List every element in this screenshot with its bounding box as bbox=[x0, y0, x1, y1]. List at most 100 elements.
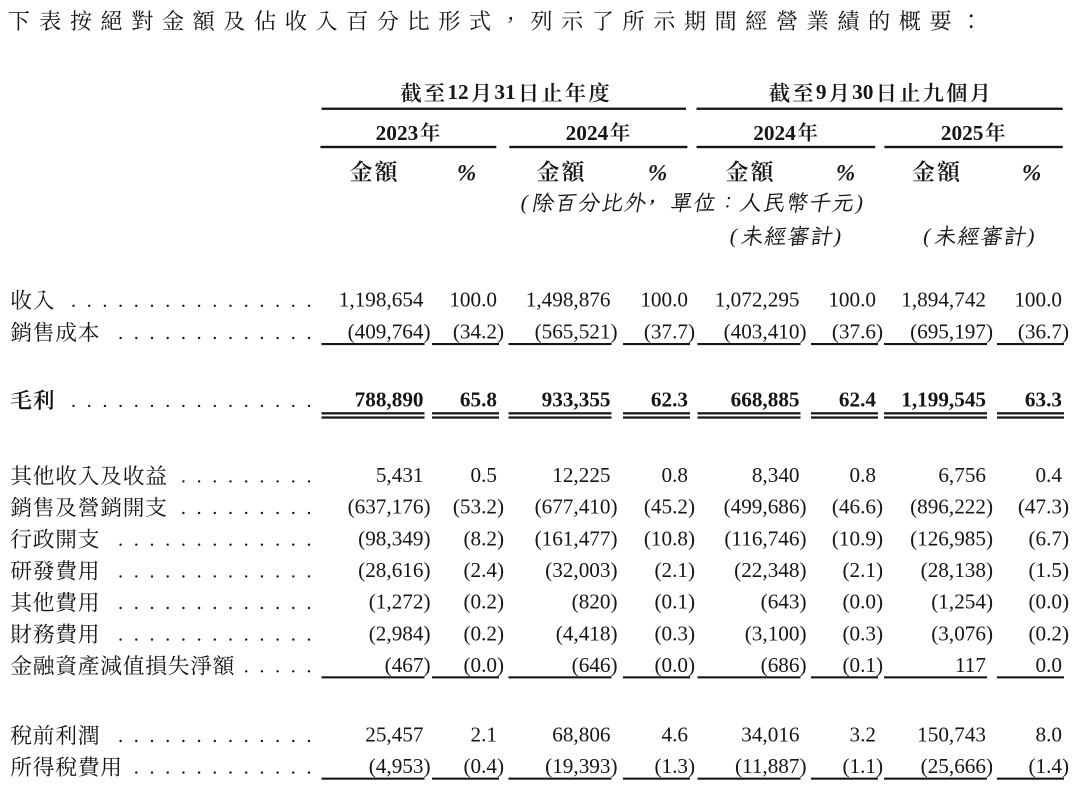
svg-text:(46.6): (46.6) bbox=[832, 495, 883, 519]
svg-text:5,431: 5,431 bbox=[376, 463, 424, 487]
svg-text:%: % bbox=[1022, 161, 1041, 187]
svg-text:(116,746): (116,746) bbox=[724, 526, 806, 550]
svg-text:0.4: 0.4 bbox=[1036, 463, 1063, 487]
svg-text:): ) bbox=[854, 191, 863, 215]
svg-text:(0.3): (0.3) bbox=[842, 621, 883, 645]
svg-text:(409,764): (409,764) bbox=[348, 320, 431, 344]
svg-text:(0.2): (0.2) bbox=[463, 621, 504, 645]
svg-text:668,885: 668,885 bbox=[731, 388, 800, 412]
svg-text:(28,616): (28,616) bbox=[358, 558, 430, 582]
svg-text:2023: 2023 bbox=[376, 121, 419, 145]
svg-text:(4,418): (4,418) bbox=[556, 621, 618, 645]
svg-text:12,225: 12,225 bbox=[552, 463, 610, 487]
svg-text:(1.1): (1.1) bbox=[842, 754, 883, 778]
svg-text:(677,410): (677,410) bbox=[535, 495, 618, 519]
svg-text:8,340: 8,340 bbox=[752, 463, 800, 487]
svg-text:2025: 2025 bbox=[941, 121, 984, 145]
svg-text:(1,254): (1,254) bbox=[931, 590, 993, 614]
svg-text:(32,003): (32,003) bbox=[545, 558, 617, 582]
svg-text:4.6: 4.6 bbox=[662, 723, 688, 747]
svg-text:(0.0): (0.0) bbox=[654, 653, 695, 677]
svg-text:(1.5): (1.5) bbox=[1028, 558, 1069, 582]
svg-text:): ) bbox=[832, 224, 841, 248]
svg-text:2024: 2024 bbox=[566, 121, 609, 145]
svg-text:(34.2): (34.2) bbox=[453, 320, 504, 344]
svg-text:(10.9): (10.9) bbox=[832, 526, 883, 550]
svg-text:100.0: 100.0 bbox=[828, 287, 876, 311]
svg-text:1,199,545: 1,199,545 bbox=[901, 388, 986, 412]
svg-text:(2.4): (2.4) bbox=[463, 558, 504, 582]
svg-text:25,457: 25,457 bbox=[365, 723, 423, 747]
svg-text:0.8: 0.8 bbox=[850, 463, 876, 487]
svg-text:3.2: 3.2 bbox=[850, 723, 876, 747]
svg-text:1,072,295: 1,072,295 bbox=[715, 287, 800, 311]
svg-text:(37.6): (37.6) bbox=[832, 320, 883, 344]
svg-text:100.0: 100.0 bbox=[449, 287, 497, 311]
svg-text:(22,348): (22,348) bbox=[734, 558, 806, 582]
svg-text:(6.7): (6.7) bbox=[1028, 526, 1069, 550]
svg-text:(3,076): (3,076) bbox=[931, 621, 993, 645]
svg-text:0.8: 0.8 bbox=[662, 463, 688, 487]
svg-text:(47.3): (47.3) bbox=[1018, 495, 1069, 519]
svg-text:(0.3): (0.3) bbox=[654, 621, 695, 645]
svg-text:0.0: 0.0 bbox=[1036, 653, 1062, 677]
svg-text:(45.2): (45.2) bbox=[644, 495, 695, 519]
svg-text:(2.1): (2.1) bbox=[842, 558, 883, 582]
svg-text:933,355: 933,355 bbox=[542, 388, 611, 412]
svg-text:68,806: 68,806 bbox=[552, 723, 610, 747]
svg-text:(565,521): (565,521) bbox=[535, 320, 618, 344]
svg-text:(161,477): (161,477) bbox=[535, 526, 618, 550]
svg-text:(695,197): (695,197) bbox=[910, 320, 993, 344]
svg-text:150,743: 150,743 bbox=[917, 723, 986, 747]
svg-text:(820): (820) bbox=[572, 590, 618, 614]
svg-text:(499,686): (499,686) bbox=[724, 495, 807, 519]
svg-text:): ) bbox=[1025, 224, 1034, 248]
svg-text:(19,393): (19,393) bbox=[545, 754, 617, 778]
svg-text:(28,138): (28,138) bbox=[921, 558, 993, 582]
svg-text:(11,887): (11,887) bbox=[735, 754, 807, 778]
svg-text:6,756: 6,756 bbox=[938, 463, 986, 487]
svg-text:(896,222): (896,222) bbox=[910, 495, 993, 519]
svg-text:(0.0): (0.0) bbox=[1028, 590, 1069, 614]
svg-text:(: ( bbox=[923, 224, 932, 248]
svg-text:1,498,876: 1,498,876 bbox=[526, 287, 611, 311]
svg-text:(0.0): (0.0) bbox=[463, 653, 504, 677]
svg-text:0.5: 0.5 bbox=[471, 463, 497, 487]
svg-text:(2,984): (2,984) bbox=[369, 621, 431, 645]
svg-text:(25,666): (25,666) bbox=[921, 754, 993, 778]
svg-text:(: ( bbox=[521, 191, 530, 215]
svg-text:(0.2): (0.2) bbox=[463, 590, 504, 614]
svg-text:(37.7): (37.7) bbox=[644, 320, 695, 344]
svg-text:(403,410): (403,410) bbox=[724, 320, 807, 344]
svg-text:(53.2): (53.2) bbox=[453, 495, 504, 519]
svg-text:(686): (686) bbox=[761, 653, 807, 677]
svg-text:(646): (646) bbox=[572, 653, 618, 677]
svg-text:65.8: 65.8 bbox=[460, 388, 497, 412]
svg-text:8.0: 8.0 bbox=[1036, 723, 1062, 747]
svg-text:9: 9 bbox=[816, 80, 827, 104]
svg-text:100.0: 100.0 bbox=[1014, 287, 1062, 311]
svg-text:1,198,654: 1,198,654 bbox=[339, 287, 424, 311]
svg-text:%: % bbox=[648, 161, 667, 187]
svg-text:12: 12 bbox=[447, 80, 468, 104]
svg-text:2.1: 2.1 bbox=[471, 723, 497, 747]
svg-text:%: % bbox=[457, 161, 476, 187]
svg-text:788,890: 788,890 bbox=[355, 388, 424, 412]
svg-text:30: 30 bbox=[852, 80, 873, 104]
svg-text:(2.1): (2.1) bbox=[654, 558, 695, 582]
svg-text:(4,953): (4,953) bbox=[369, 754, 431, 778]
svg-text:(36.7): (36.7) bbox=[1018, 320, 1069, 344]
svg-text:31: 31 bbox=[494, 80, 515, 104]
svg-text:2024: 2024 bbox=[753, 121, 796, 145]
svg-text:(126,985): (126,985) bbox=[910, 526, 993, 550]
svg-text:63.3: 63.3 bbox=[1025, 388, 1062, 412]
svg-text:1,894,742: 1,894,742 bbox=[901, 287, 986, 311]
svg-text:(0.4): (0.4) bbox=[463, 754, 504, 778]
svg-text:(637,176): (637,176) bbox=[348, 495, 431, 519]
svg-text:(1,272): (1,272) bbox=[369, 590, 431, 614]
svg-text:62.4: 62.4 bbox=[839, 388, 876, 412]
svg-text:62.3: 62.3 bbox=[651, 388, 688, 412]
svg-text:(1.4): (1.4) bbox=[1028, 754, 1069, 778]
svg-text:34,016: 34,016 bbox=[741, 723, 799, 747]
svg-text:(0.0): (0.0) bbox=[842, 590, 883, 614]
